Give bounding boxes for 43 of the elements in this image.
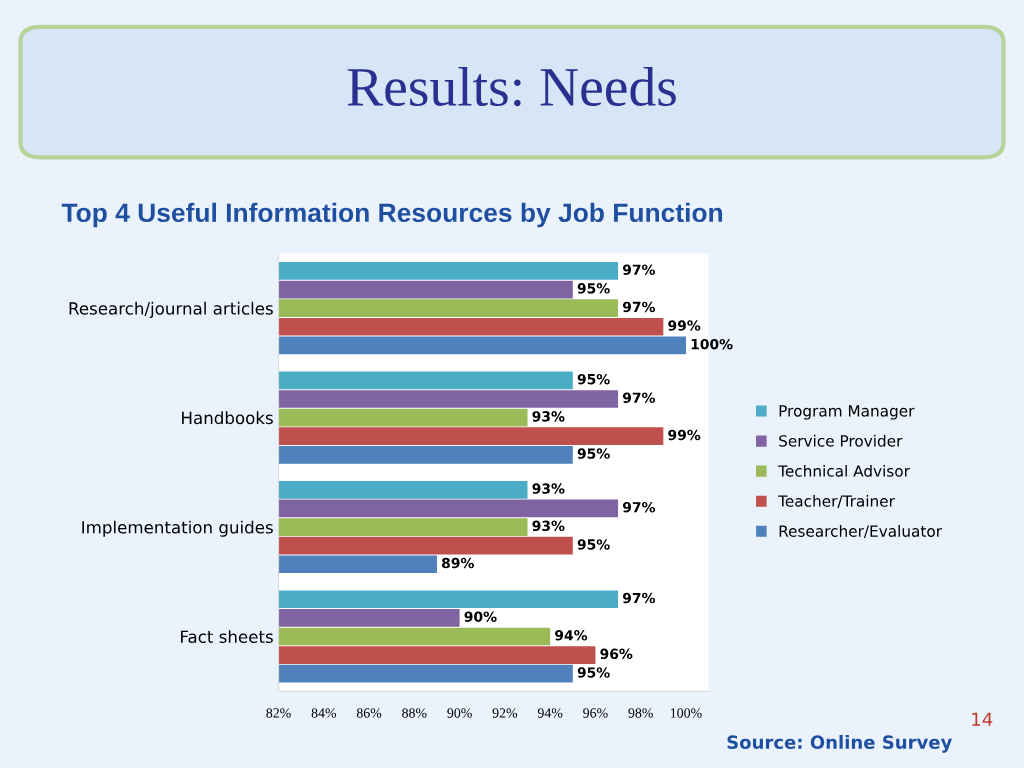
data-label: 99% <box>668 320 701 331</box>
legend-label: Program Manager <box>779 405 915 420</box>
x-tick-label: 98% <box>628 708 653 718</box>
legend-label: Technical Advisor <box>778 464 910 477</box>
data-label: 95% <box>577 667 610 678</box>
data-label: 95% <box>577 539 610 550</box>
data-label: 93% <box>532 483 565 494</box>
y-tick-label: Fact sheets <box>181 630 273 644</box>
x-tick-label: 82% <box>266 708 291 718</box>
data-label: 95% <box>577 283 610 294</box>
source-note: Source: Online Survey <box>727 735 952 753</box>
x-tick-label: 94% <box>537 708 563 718</box>
data-label: 96% <box>600 648 633 660</box>
text: 14 <box>972 712 993 726</box>
x-tick-label: 90% <box>447 708 472 718</box>
data-label: 99% <box>668 429 701 441</box>
x-tick-label: 92% <box>492 708 518 718</box>
chart-subtitle: Top 4 Useful Information Resources by Job Function <box>61 202 723 228</box>
data-label: 94% <box>555 630 588 641</box>
x-tick-label: 100% <box>670 708 702 718</box>
data-label: 90% <box>464 611 497 622</box>
x-tick-label: 86% <box>356 708 382 718</box>
legend-label: Researcher/Evaluator <box>779 525 943 539</box>
x-tick-label: 96% <box>583 708 608 718</box>
y-tick-label: Implementation guides <box>82 520 273 537</box>
data-label: 97% <box>622 264 656 275</box>
data-label: 97% <box>622 392 656 404</box>
y-tick-label: Research/journal articles <box>69 301 273 318</box>
data-label: 95% <box>577 373 610 385</box>
data-label: 100% <box>691 338 733 350</box>
data-label: 93% <box>532 520 565 532</box>
data-label: 97% <box>622 501 656 513</box>
legend-label: Service Provider <box>779 434 903 447</box>
chart-title: Results: Needs <box>347 66 676 107</box>
data-label: 93% <box>532 411 565 422</box>
y-tick-label: Handbooks <box>182 411 273 425</box>
data-label: 97% <box>622 301 656 313</box>
data-label: 97% <box>622 592 656 604</box>
legend-label: Teacher/Trainer <box>778 494 895 509</box>
x-tick-label: 88% <box>402 708 427 718</box>
data-label: 95% <box>577 448 610 459</box>
x-tick-label: 84% <box>311 708 337 718</box>
data-label: 89% <box>441 557 474 569</box>
